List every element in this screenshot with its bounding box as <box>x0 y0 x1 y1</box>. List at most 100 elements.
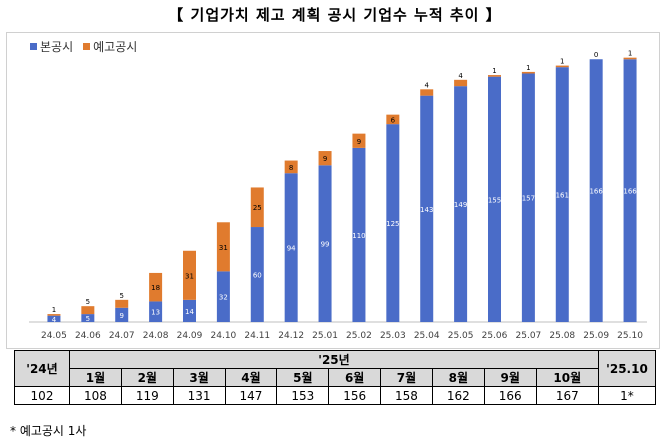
month-header: 4월 <box>224 368 278 387</box>
data-label-pre: 31 <box>185 272 194 280</box>
stacked-bar-chart: 4124.055524.069524.07131824.08143124.093… <box>29 50 647 341</box>
month-value: 166 <box>483 386 537 405</box>
legend-item-main: 본공시 <box>30 38 73 55</box>
bar-main-24.06 <box>81 314 95 322</box>
bar-pre-25.02 <box>352 133 366 148</box>
bar-main-24.09 <box>183 299 196 322</box>
bar-main-24.08 <box>149 301 163 322</box>
value-2025-10: 1* <box>598 386 656 405</box>
data-label-pre: 1 <box>628 50 632 58</box>
month-header: 3월 <box>172 368 226 387</box>
month-value: 162 <box>431 386 485 405</box>
bar-main-24.11 <box>250 227 264 322</box>
month-value: 153 <box>276 386 330 405</box>
x-tick-label: 24.06 <box>75 331 101 341</box>
month-value: 147 <box>224 386 278 405</box>
data-label-pre: 9 <box>323 155 327 163</box>
x-tick-label: 25.07 <box>516 331 542 341</box>
month-value: 158 <box>380 386 433 405</box>
bar-pre-25.10 <box>623 57 637 60</box>
month-header: 9월 <box>483 368 537 387</box>
x-tick-label: 25.04 <box>414 331 440 341</box>
data-label-main: 157 <box>522 195 535 203</box>
header-2024: '24년 <box>14 350 70 387</box>
bar-main-24.05 <box>47 315 61 322</box>
x-tick-label: 24.07 <box>109 331 135 341</box>
bar-main-25.03 <box>386 124 400 323</box>
legend-label-pre: 예고공시 <box>93 40 138 54</box>
data-label-main: 166 <box>589 188 603 196</box>
data-label-main: 143 <box>420 206 433 214</box>
value-2024: 102 <box>14 386 70 405</box>
bar-main-25.04 <box>420 95 434 322</box>
x-tick-label: 24.12 <box>278 331 304 341</box>
bar-main-25.06 <box>488 76 501 323</box>
bar-pre-24.08 <box>149 272 163 302</box>
data-label-pre: 1 <box>52 306 56 314</box>
month-header: 8월 <box>431 368 485 387</box>
data-label-main: 166 <box>623 188 637 196</box>
data-label-main: 14 <box>185 308 194 316</box>
bar-pre-24.09 <box>183 250 196 300</box>
x-tick-label: 25.01 <box>312 331 338 341</box>
bar-main-25.01 <box>318 165 332 322</box>
data-label-pre: 5 <box>119 292 123 300</box>
x-tick-label: 24.10 <box>211 331 237 341</box>
data-label-main: 9 <box>119 312 123 320</box>
x-tick-label: 25.08 <box>549 331 575 341</box>
bar-pre-25.07 <box>521 71 535 74</box>
data-label-main: 94 <box>287 245 296 253</box>
month-header: 5월 <box>276 368 330 387</box>
data-label-pre: 0 <box>594 51 598 59</box>
month-header: 10월 <box>535 368 600 387</box>
bar-main-24.10 <box>216 271 230 322</box>
month-header: 1월 <box>69 368 122 387</box>
data-label-pre: 1 <box>560 58 564 66</box>
summary-value-row: 102 108 119 131 147 153 156 158 162 166 … <box>14 386 656 405</box>
chart-legend: 본공시 예고공시 <box>30 38 137 55</box>
bar-pre-25.01 <box>318 151 332 166</box>
bar-pre-24.07 <box>115 299 129 308</box>
data-label-main: 161 <box>556 192 569 200</box>
x-tick-label: 25.06 <box>482 331 508 341</box>
month-value: 108 <box>69 386 122 405</box>
data-label-main: 155 <box>488 196 501 204</box>
bar-main-24.07 <box>115 307 129 322</box>
bar-pre-24.05 <box>47 314 61 316</box>
summary-header-row-1: '24년 '25년 '25.10 <box>14 350 656 387</box>
data-label-pre: 25 <box>253 204 262 212</box>
bar-main-24.12 <box>284 173 298 322</box>
data-label-pre: 6 <box>391 116 396 124</box>
legend-item-pre: 예고공시 <box>83 38 137 55</box>
month-value: 167 <box>535 386 600 405</box>
month-value: 119 <box>120 386 174 405</box>
month-value: 131 <box>172 386 226 405</box>
data-label-main: 4 <box>52 316 57 324</box>
data-label-main: 110 <box>352 232 365 240</box>
data-label-main: 60 <box>253 272 262 280</box>
header-2025-10: '25.10 <box>598 350 656 387</box>
summary-header-row-2: 1월 2월 3월 4월 5월 6월 7월 8월 9월 10월 <box>15 368 656 387</box>
month-header: 6월 <box>328 368 382 387</box>
bar-pre-25.06 <box>488 75 501 77</box>
data-label-main: 149 <box>454 201 467 209</box>
data-label-main: 13 <box>151 309 160 317</box>
bar-pre-24.11 <box>250 187 264 228</box>
data-label-pre: 5 <box>86 298 90 306</box>
legend-swatch-main <box>30 43 37 50</box>
bar-pre-25.08 <box>555 65 569 68</box>
data-label-main: 125 <box>386 220 399 228</box>
bar-main-25.02 <box>352 147 366 322</box>
data-label-pre: 18 <box>151 284 160 292</box>
bar-main-25.07 <box>521 73 535 322</box>
data-label-pre: 4 <box>458 72 463 80</box>
legend-label-main: 본공시 <box>40 40 74 54</box>
bar-pre-25.05 <box>454 79 468 87</box>
month-header: 2월 <box>120 368 174 387</box>
bar-main-25.08 <box>555 67 569 322</box>
x-tick-label: 24.05 <box>41 331 67 341</box>
footnote: * 예고공시 1사 <box>10 424 87 438</box>
data-label-pre: 31 <box>219 244 228 252</box>
x-tick-label: 24.08 <box>143 331 169 341</box>
bar-pre-24.12 <box>284 160 298 174</box>
